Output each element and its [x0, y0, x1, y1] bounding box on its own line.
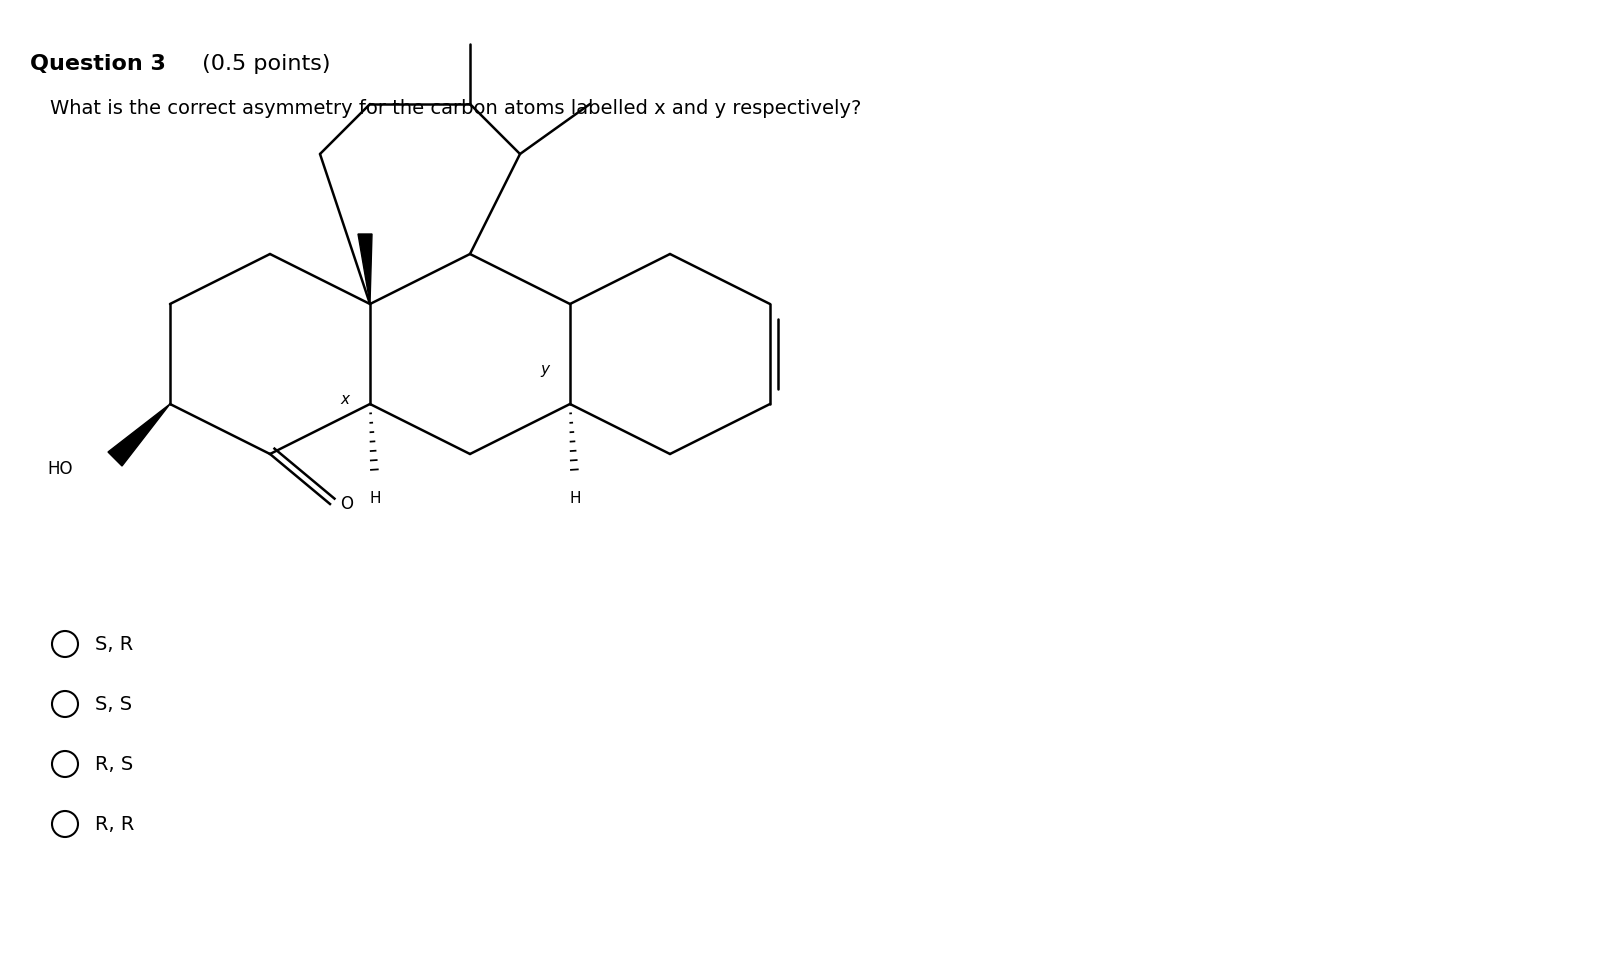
Text: y: y	[541, 362, 549, 377]
Text: H: H	[570, 491, 581, 506]
Text: HO: HO	[48, 460, 74, 478]
Text: H: H	[370, 491, 381, 506]
Text: O: O	[341, 495, 354, 513]
Text: (0.5 points): (0.5 points)	[195, 54, 331, 74]
Text: R, S: R, S	[94, 755, 133, 773]
Text: Question 3: Question 3	[30, 54, 166, 74]
Text: S, R: S, R	[94, 634, 133, 654]
Polygon shape	[358, 234, 371, 304]
Polygon shape	[107, 404, 170, 466]
Text: R, R: R, R	[94, 815, 134, 834]
Text: S, S: S, S	[94, 694, 133, 713]
Text: x: x	[341, 391, 349, 407]
Text: What is the correct asymmetry for the carbon atoms labelled x and y respectively: What is the correct asymmetry for the ca…	[50, 99, 861, 118]
